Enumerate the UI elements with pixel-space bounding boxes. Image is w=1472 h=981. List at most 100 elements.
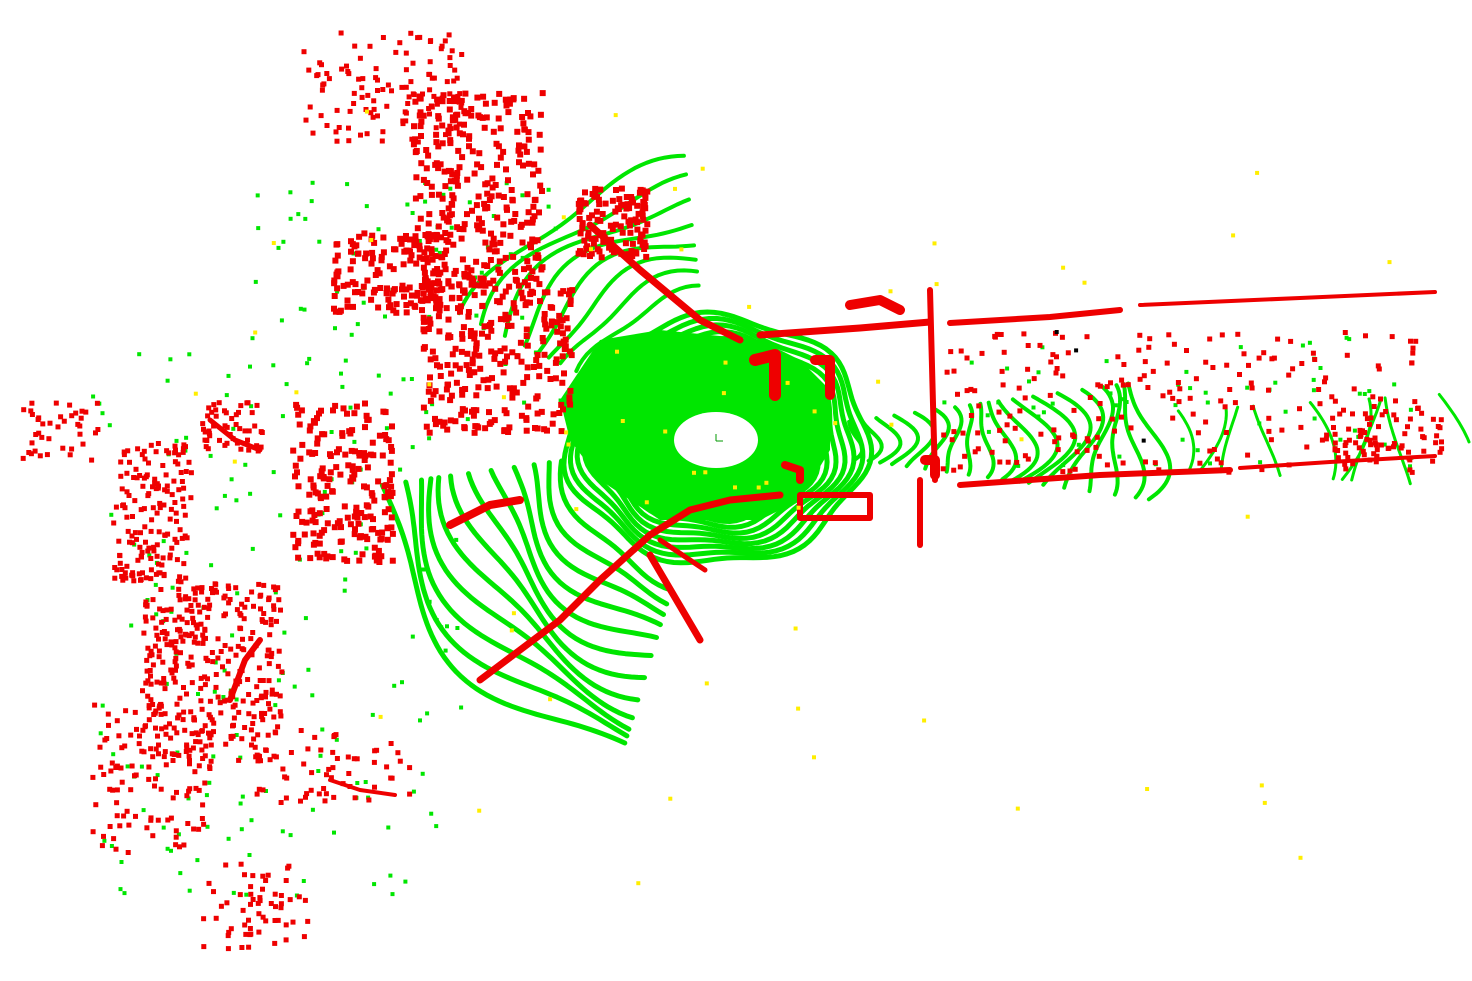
ground-point xyxy=(986,429,991,434)
obstacle-point xyxy=(180,446,186,452)
obstacle-point xyxy=(471,429,478,436)
obstacle-point xyxy=(147,668,153,673)
obstacle-point xyxy=(1025,343,1031,348)
obstacle-point xyxy=(153,725,158,731)
obstacle-point xyxy=(1025,456,1031,462)
ground-point xyxy=(204,793,209,798)
obstacle-point xyxy=(202,627,208,633)
ground-point xyxy=(213,660,218,665)
obstacle-point xyxy=(456,295,463,301)
obstacle-point xyxy=(425,280,432,287)
obstacle-point xyxy=(424,180,431,186)
obstacle-point xyxy=(153,571,159,577)
obstacle-point xyxy=(200,640,206,646)
obstacle-point xyxy=(295,554,302,561)
obstacle-point xyxy=(1391,441,1397,446)
obstacle-point xyxy=(186,459,192,465)
ground-point xyxy=(400,680,404,685)
obstacle-point xyxy=(378,257,385,264)
obstacle-point xyxy=(427,374,433,381)
obstacle-point xyxy=(440,422,447,429)
obstacle-point xyxy=(422,275,429,282)
obstacle-point xyxy=(246,428,252,434)
obstacle-point xyxy=(363,412,370,419)
obstacle-point xyxy=(427,59,433,65)
ground-point xyxy=(448,186,453,191)
obstacle-point xyxy=(1407,416,1413,422)
obstacle-point xyxy=(337,471,344,478)
obstacle-point xyxy=(173,655,179,661)
obstacle-point xyxy=(468,267,475,274)
obstacle-point xyxy=(439,195,446,202)
obstacle-point xyxy=(426,429,433,436)
obstacle-point xyxy=(509,349,516,356)
obstacle-point xyxy=(495,143,502,150)
obstacle-point xyxy=(534,237,541,244)
obstacle-point xyxy=(453,379,460,386)
obstacle-point xyxy=(69,413,75,419)
obstacle-point xyxy=(1060,469,1066,475)
obstacle-point xyxy=(307,476,314,483)
obstacle-point xyxy=(157,570,163,576)
obstacle-point xyxy=(198,698,204,704)
obstacle-point xyxy=(1176,399,1182,405)
obstacle-point xyxy=(176,592,182,598)
obstacle-point xyxy=(139,554,144,560)
obstacle-point xyxy=(411,123,417,130)
ground-ring xyxy=(1383,396,1412,486)
ground-point xyxy=(109,844,114,848)
obstacle-point xyxy=(334,449,340,456)
obstacle-point xyxy=(155,817,161,823)
obstacle-point xyxy=(369,255,376,262)
ground-point xyxy=(284,382,289,387)
obstacle-point xyxy=(380,249,387,256)
obstacle-point xyxy=(221,698,227,704)
obstacle-point xyxy=(432,388,439,395)
obstacle-point xyxy=(344,410,350,417)
obstacle-point xyxy=(494,161,500,168)
unlabeled-point xyxy=(564,430,569,435)
obstacle-point xyxy=(153,708,159,714)
obstacle-point xyxy=(397,235,404,242)
unlabeled-point xyxy=(636,881,641,886)
ground-point xyxy=(196,692,200,696)
obstacle-point xyxy=(490,235,497,242)
obstacle-point xyxy=(417,34,423,40)
ground-point xyxy=(1257,421,1262,426)
obstacle-point xyxy=(29,400,35,406)
obstacle-point xyxy=(1364,436,1370,442)
obstacle-point xyxy=(181,442,187,448)
obstacle-point xyxy=(136,571,142,577)
ground-point xyxy=(271,363,276,368)
obstacle-point xyxy=(471,351,478,358)
obstacle-point xyxy=(158,702,164,707)
ground-ring xyxy=(435,475,641,703)
obstacle-point xyxy=(594,246,601,253)
ground-point xyxy=(118,887,123,892)
ground-ring xyxy=(488,468,659,640)
obstacle-point xyxy=(159,562,165,568)
obstacle-point xyxy=(496,258,503,265)
obstacle-point xyxy=(173,447,178,453)
obstacle-point xyxy=(471,369,478,376)
obstacle-point xyxy=(426,71,432,77)
obstacle-point xyxy=(154,553,160,559)
ground-point xyxy=(230,633,235,638)
obstacle-point xyxy=(369,232,376,239)
obstacle-point xyxy=(427,87,433,93)
obstacle-point xyxy=(298,728,304,733)
obstacle-point xyxy=(513,277,520,284)
obstacle-point xyxy=(523,299,530,306)
obstacle-point xyxy=(559,379,566,386)
obstacle-point xyxy=(1218,460,1224,466)
obstacle-point xyxy=(433,305,439,312)
obstacle-point xyxy=(390,307,397,314)
obstacle-wall xyxy=(1238,454,1437,470)
ground-point xyxy=(355,781,360,785)
obstacle-point xyxy=(287,897,293,903)
obstacle-point xyxy=(495,115,502,122)
ground-point xyxy=(1392,382,1397,387)
obstacle-point xyxy=(1000,382,1006,388)
obstacle-point xyxy=(505,177,511,184)
